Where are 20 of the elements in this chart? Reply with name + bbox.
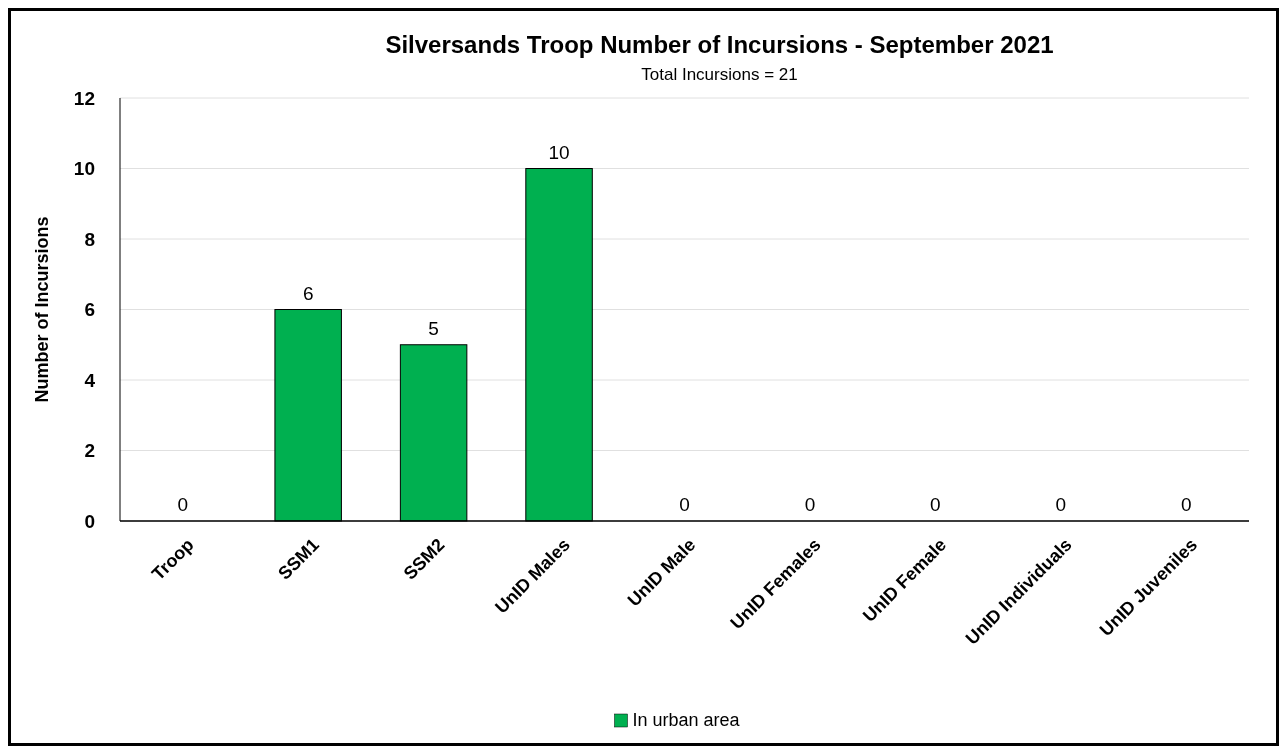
y-axis-title: Number of Incursions [32, 216, 52, 403]
chart-title: Silversands Troop Number of Incursions - September 2021 [385, 31, 1054, 58]
y-tick-label: 4 [84, 369, 96, 391]
y-tick-label: 12 [73, 87, 95, 109]
y-tick-label: 10 [73, 158, 95, 180]
data-label: 0 [1055, 494, 1067, 515]
y-tick-label: 6 [84, 299, 95, 321]
y-tick-label: 2 [84, 440, 95, 462]
chart-subtitle: Total Incursions = 21 [641, 65, 798, 84]
y-tick-label: 0 [84, 510, 95, 532]
data-label: 0 [930, 494, 941, 515]
data-label: 6 [302, 282, 314, 304]
data-label: 0 [177, 494, 189, 515]
data-label: 0 [804, 494, 816, 515]
data-label: 10 [548, 141, 570, 163]
y-tick-label: 8 [84, 228, 95, 250]
data-label: 0 [679, 494, 690, 515]
data-label: 0 [1180, 494, 1192, 515]
legend-label: In urban area [632, 710, 741, 730]
data-label: 5 [428, 317, 439, 339]
